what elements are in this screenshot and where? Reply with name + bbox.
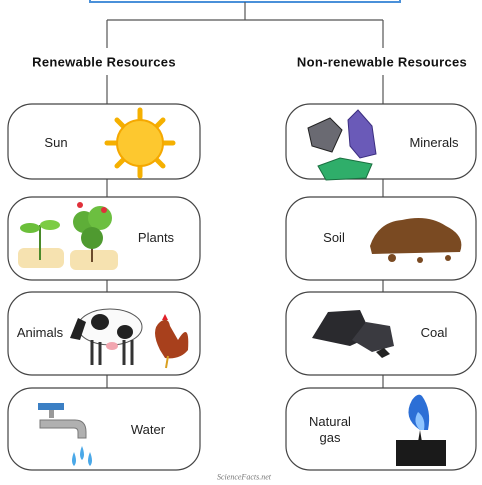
node-label: Soil [323, 230, 345, 246]
credit: ScienceFacts.net [217, 473, 271, 482]
node-label: Sun [44, 135, 67, 151]
heading: Non-renewable Resources [297, 55, 467, 70]
sun-icon [107, 110, 173, 176]
node-label: Minerals [409, 135, 458, 151]
diagram: Renewable Resources Non-renewable Resour… [0, 0, 482, 485]
node-label: Coal [421, 325, 448, 341]
node-label: Natural gas [305, 414, 355, 446]
diagram-graphics [0, 0, 482, 485]
node-label: Plants [138, 230, 174, 246]
node-label: Animals [17, 325, 63, 341]
heading: Renewable Resources [32, 55, 176, 70]
node-label: Water [131, 422, 165, 438]
boxes [8, 104, 476, 470]
